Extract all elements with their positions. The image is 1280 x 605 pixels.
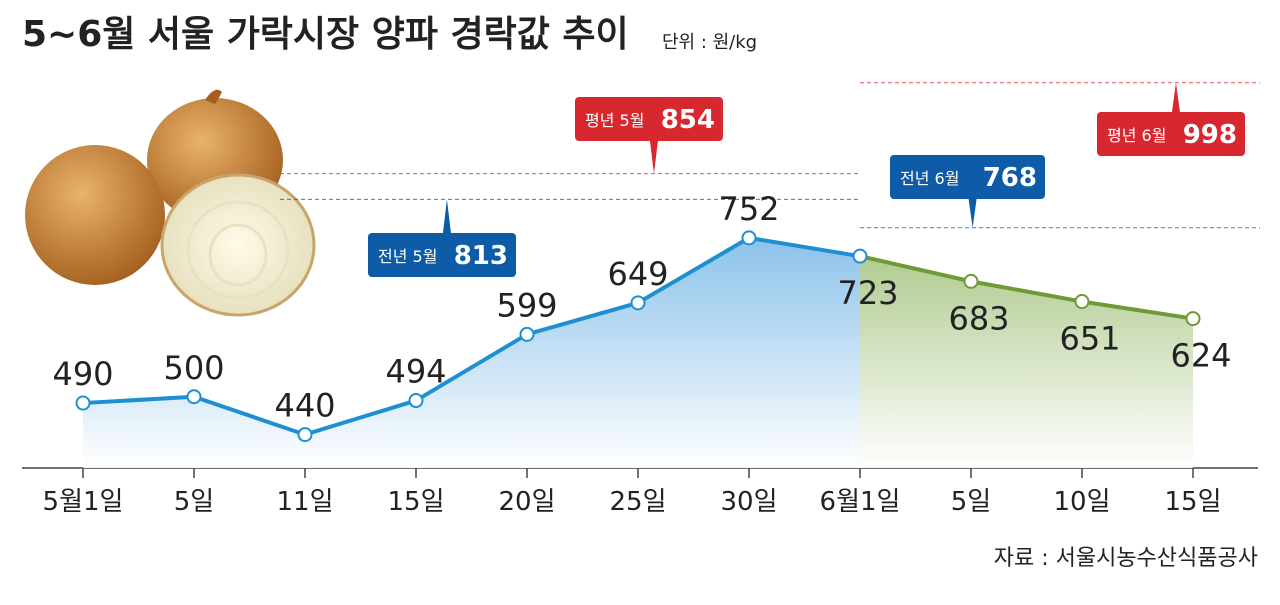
data-label: 651	[1059, 320, 1120, 358]
data-label: 500	[163, 349, 224, 387]
area	[83, 237, 860, 468]
x-tick-label: 5월1일	[43, 487, 124, 517]
callout-box	[890, 155, 1045, 199]
data-label: 723	[837, 274, 898, 312]
data-label: 599	[496, 286, 557, 324]
x-tick-label: 25일	[609, 487, 666, 517]
point	[1185, 311, 1201, 327]
data-label: 494	[385, 353, 446, 391]
callout-label: 전년 5월	[378, 247, 437, 266]
data-label: 624	[1170, 337, 1231, 375]
area	[860, 256, 1193, 468]
point	[852, 248, 868, 264]
x-tick-label: 11일	[276, 487, 333, 517]
data-label: 649	[607, 255, 668, 293]
x-tick-label: 15일	[387, 487, 444, 517]
x-tick-label: 5일	[951, 487, 991, 517]
point	[297, 427, 313, 443]
callout-pointer	[442, 199, 451, 233]
callout-value: 768	[983, 163, 1037, 193]
data-label: 490	[52, 355, 113, 393]
line	[859, 254, 1194, 321]
callout-box	[575, 97, 723, 141]
onion-illustration	[25, 89, 316, 317]
callout-label: 평년 5월	[585, 111, 644, 130]
point	[963, 273, 979, 289]
callout-box	[368, 233, 516, 277]
callout-value: 854	[661, 105, 715, 135]
line	[82, 235, 861, 437]
data-label: 752	[718, 190, 779, 228]
x-tick-label: 6월1일	[820, 487, 901, 517]
chart-title: 5~6월 서울 가락시장 양파 경락값 추이	[22, 14, 629, 55]
plot: 평년 5월 854 전년 5월 813 전년 6월 768 평년 6월 998 5월1일 5일 11…	[22, 82, 1260, 517]
point	[519, 326, 535, 342]
unit-label: 단위 : 원/kg	[662, 32, 757, 53]
point	[186, 389, 202, 405]
callout-box	[1097, 112, 1245, 156]
callout-pointer	[649, 141, 658, 174]
point	[1074, 294, 1090, 310]
callout-pointer	[1171, 82, 1180, 112]
callout-label: 평년 6월	[1107, 126, 1166, 145]
point	[630, 295, 646, 311]
point	[75, 395, 91, 411]
callout-value: 813	[454, 241, 508, 271]
point	[741, 230, 757, 246]
point	[408, 393, 424, 409]
source: 자료 : 서울시농수산식품공사	[994, 546, 1258, 571]
data-label: 440	[274, 387, 335, 425]
x-tick-label: 15일	[1164, 487, 1221, 517]
callout-value: 998	[1183, 120, 1237, 150]
callout-pointer	[968, 199, 977, 228]
data-label: 683	[948, 299, 1009, 337]
x-tick-label: 5일	[174, 487, 214, 517]
x-tick-label: 10일	[1053, 487, 1110, 517]
x-tick-label: 30일	[720, 487, 777, 517]
x-tick-label: 20일	[498, 487, 555, 517]
callout-label: 전년 6월	[900, 169, 959, 188]
